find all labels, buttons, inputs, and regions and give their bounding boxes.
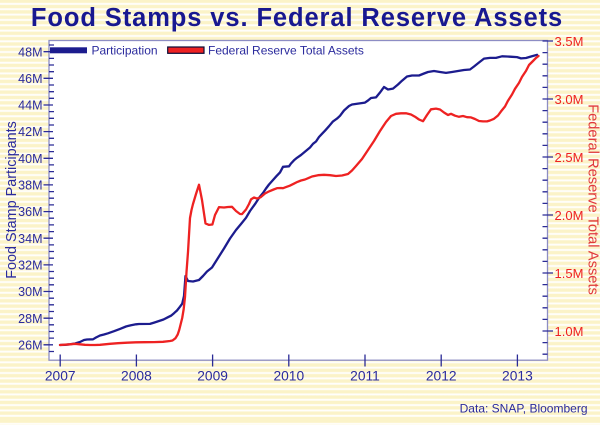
svg-text:38M: 38M [18, 179, 42, 193]
svg-text:Food Stamp Participants: Food Stamp Participants [4, 121, 20, 279]
svg-text:44M: 44M [18, 99, 42, 113]
svg-text:36M: 36M [18, 205, 42, 219]
svg-text:2009: 2009 [197, 369, 228, 384]
svg-text:26M: 26M [18, 338, 42, 352]
svg-text:Participation: Participation [92, 44, 158, 58]
svg-text:46M: 46M [18, 72, 42, 86]
svg-text:1.0M: 1.0M [555, 324, 584, 339]
svg-text:2013: 2013 [502, 369, 533, 384]
svg-text:1.5M: 1.5M [555, 266, 584, 281]
svg-text:28M: 28M [18, 312, 42, 326]
svg-text:42M: 42M [18, 125, 42, 139]
svg-text:3.5M: 3.5M [555, 34, 584, 49]
svg-text:3.0M: 3.0M [555, 92, 584, 107]
svg-text:2.0M: 2.0M [555, 208, 584, 223]
svg-text:Federal Reserve Total Assets: Federal Reserve Total Assets [585, 104, 600, 295]
svg-text:2011: 2011 [350, 369, 380, 384]
svg-text:Data: SNAP, Bloomberg: Data: SNAP, Bloomberg [460, 402, 588, 416]
svg-text:2008: 2008 [121, 369, 152, 384]
svg-text:Federal Reserve Total Assets: Federal Reserve Total Assets [208, 44, 364, 58]
svg-text:30M: 30M [18, 285, 42, 299]
svg-text:34M: 34M [18, 232, 42, 246]
svg-text:2.5M: 2.5M [555, 150, 584, 165]
svg-text:Food Stamps vs. Federal Reserv: Food Stamps vs. Federal Reserve Assets [31, 4, 563, 32]
svg-text:40M: 40M [18, 152, 42, 166]
svg-text:2012: 2012 [426, 369, 457, 384]
svg-text:48M: 48M [18, 45, 42, 59]
svg-text:2010: 2010 [273, 369, 304, 384]
svg-text:32M: 32M [18, 259, 42, 273]
svg-text:2007: 2007 [45, 369, 76, 384]
